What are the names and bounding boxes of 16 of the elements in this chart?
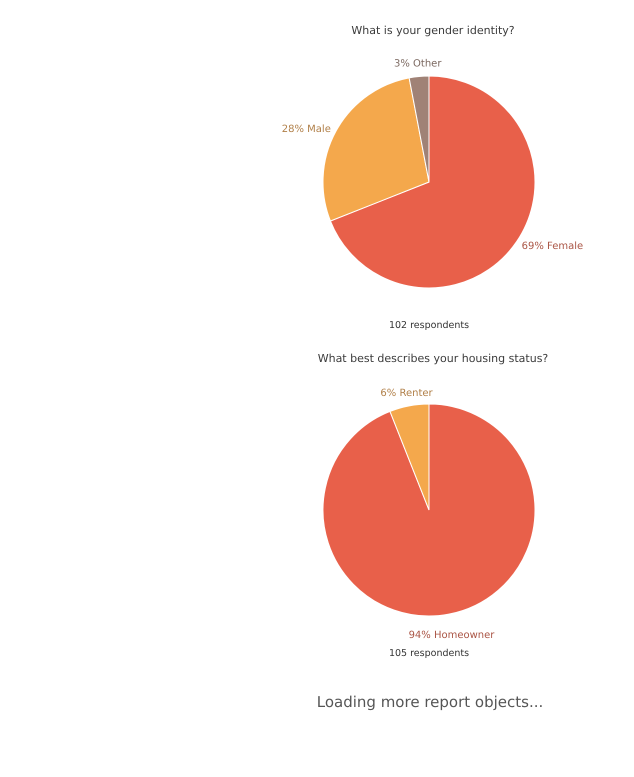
data-label: 3% <box>394 58 410 70</box>
data-label: 6% <box>380 388 396 400</box>
text: Loading more report objects... <box>316 693 544 711</box>
data-label: 94% <box>408 630 431 641</box>
slice-label: Other <box>413 58 442 70</box>
slice-label: Female <box>547 240 584 252</box>
data-label: 28% <box>282 124 304 136</box>
pie-slice <box>322 404 536 616</box>
slice-label: Homeowner <box>434 630 496 641</box>
text: 102 respondents <box>388 320 470 331</box>
text: 105 respondents <box>388 648 470 659</box>
chart-title: What is your gender identity? <box>351 24 515 37</box>
slice-label: Male <box>307 124 331 136</box>
data-label: 69% <box>522 240 544 252</box>
slice-label: Renter <box>399 388 434 400</box>
chart-title: What best describes your housing status? <box>318 352 548 365</box>
